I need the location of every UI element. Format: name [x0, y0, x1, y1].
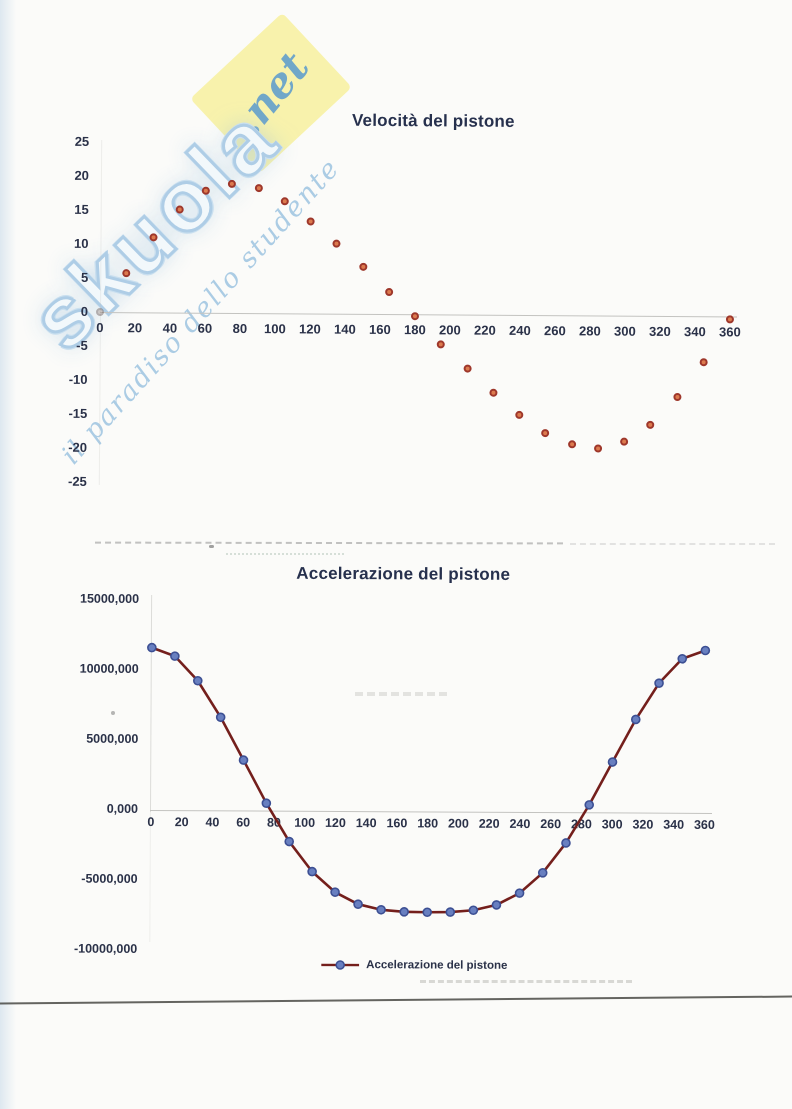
data-point-marker: [445, 907, 456, 917]
acceleration-legend: Accelerazione del pistone: [321, 959, 507, 972]
data-point-marker: [537, 868, 548, 878]
data-point-marker: [330, 887, 340, 897]
data-point-marker: [654, 678, 664, 688]
data-point-marker: [284, 836, 295, 847]
data-point-marker: [399, 907, 409, 917]
data-point-marker: [468, 905, 479, 916]
data-point-marker: [307, 866, 317, 877]
data-point-marker: [514, 888, 525, 898]
data-point-marker: [677, 653, 688, 664]
data-point-marker: [491, 900, 502, 910]
data-point-marker: [700, 645, 711, 656]
acceleration-y-axis-line: [149, 595, 153, 813]
acceleration-curve: [151, 646, 706, 914]
y-tick-label: 5000,000: [86, 731, 139, 746]
data-point-marker: [238, 755, 249, 765]
data-point-marker: [215, 712, 226, 723]
legend-label: Accelerazione del pistone: [366, 959, 508, 972]
acceleration-x-axis-line: [149, 810, 712, 814]
legend-line-marker-icon: [321, 960, 360, 970]
y-tick-label: 15000,000: [79, 591, 140, 606]
data-point-marker: [353, 899, 363, 909]
data-point-marker: [422, 907, 433, 918]
data-point-marker: [261, 798, 272, 808]
data-point-marker: [170, 651, 180, 661]
y-tick-label: 10000,000: [79, 661, 139, 676]
acceleration-y-axis-line-lower: [149, 812, 151, 943]
y-tick-label: -5000,000: [81, 871, 138, 886]
y-tick-label: -10000,000: [73, 941, 138, 956]
data-point-marker: [630, 714, 641, 725]
data-point-marker: [607, 757, 618, 767]
x-tick-label: 360: [693, 817, 715, 832]
data-point-marker: [193, 675, 203, 686]
data-point-marker: [584, 800, 595, 810]
data-point-marker: [561, 838, 571, 848]
y-tick-label: 0,000: [106, 801, 139, 816]
data-point-marker: [376, 904, 386, 915]
acceleration-chart-title: Accelerazione del pistone: [296, 563, 511, 584]
scan-edge-tint: [0, 0, 16, 1109]
